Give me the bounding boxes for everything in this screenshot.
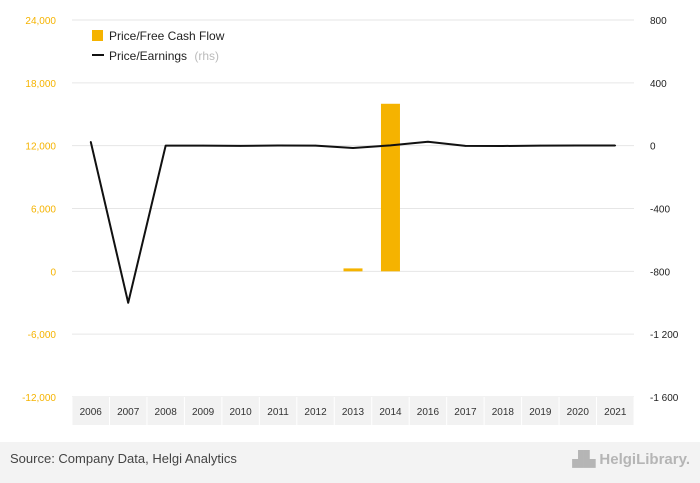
- left-tick-label: 24,000: [25, 16, 56, 27]
- x-tick-label: 2020: [567, 407, 590, 418]
- left-tick-label: -6,000: [28, 330, 57, 341]
- pe-point-2020: [577, 144, 579, 147]
- x-tick-label: 2009: [192, 407, 215, 418]
- legend-label-pe-name: Price/Earnings: [109, 49, 187, 63]
- source-note: Source: Company Data, Helgi Analytics: [10, 451, 237, 466]
- right-tick-label: 0: [650, 142, 656, 153]
- x-tick-label: 2018: [492, 407, 515, 418]
- pe-point-2012: [314, 144, 317, 147]
- pe-point-2006: [89, 140, 92, 143]
- left-axis: 24,000 18,000 12,000 6,000 0 -6,000 -12,000: [22, 16, 56, 404]
- pe-point-2019: [539, 144, 542, 147]
- line-series: [89, 140, 617, 304]
- gridlines: [72, 19, 634, 398]
- pe-point-2013: [352, 147, 354, 149]
- pe-point-2016: [427, 140, 429, 143]
- x-tick-label: 2006: [80, 407, 103, 418]
- right-tick-label: -1 600: [650, 393, 679, 404]
- legend-label-pe-suffix: (rhs): [194, 49, 219, 63]
- brand-name: HelgiLibrary.: [599, 451, 690, 468]
- right-tick-label: 800: [650, 16, 667, 27]
- x-tick-label: 2017: [454, 407, 477, 418]
- pe-point-2018: [502, 145, 504, 147]
- pe-point-2007: [127, 301, 129, 304]
- pe-point-2017: [464, 145, 467, 147]
- library-icon: ▟▙: [572, 451, 596, 468]
- x-axis-band: [72, 397, 634, 425]
- x-axis: 2006 2007 2008 2009 2010 2011 2012 2013 2014 2016…: [71, 397, 635, 425]
- bar-2014: [380, 103, 400, 272]
- pe-point-2011: [277, 144, 279, 147]
- pe-point-2014: [389, 144, 392, 147]
- legend-label-fcf: Price/Free Cash Flow: [109, 29, 225, 43]
- legend-swatch-fcf: [92, 30, 103, 41]
- left-tick-label: 18,000: [25, 79, 56, 90]
- bar-series: [343, 103, 400, 272]
- pe-point-2009: [202, 144, 204, 147]
- right-axis: 800 400 0 -400 -800 -1 200 -1 600: [650, 16, 679, 404]
- right-tick-label: -1 200: [650, 330, 679, 341]
- right-tick-label: -400: [650, 205, 670, 216]
- left-tick-label: 6,000: [31, 205, 56, 216]
- chart: 24,000 18,000 12,000 6,000 0 -6,000 -12,000 80…: [22, 16, 679, 425]
- x-tick-label: 2019: [529, 407, 552, 418]
- right-tick-label: -800: [650, 267, 670, 278]
- x-tick-label: 2011: [267, 407, 289, 418]
- bar-2013: [343, 268, 363, 272]
- left-tick-label: -12,000: [22, 393, 56, 404]
- left-tick-label: 0: [50, 267, 56, 278]
- pe-point-2010: [239, 145, 242, 147]
- x-tick-label: 2007: [117, 407, 140, 418]
- footer: Source: Company Data, Helgi Analytics ▟▙…: [0, 442, 700, 483]
- left-tick-label: 12,000: [25, 142, 56, 153]
- brand-logo: ▟▙ HelgiLibrary.: [572, 450, 690, 468]
- pe-point-2021: [614, 144, 617, 147]
- x-tick-label: 2014: [379, 407, 402, 418]
- x-tick-label: 2013: [342, 407, 365, 418]
- x-tick-label: 2012: [304, 407, 327, 418]
- x-tick-label: 2010: [229, 407, 252, 418]
- pe-point-2008: [164, 144, 167, 147]
- x-tick-label: 2008: [155, 407, 178, 418]
- pe-line: [89, 140, 616, 304]
- legend: Price/Free Cash Flow Price/Earnings (rhs…: [92, 29, 225, 63]
- x-tick-label: 2021: [604, 407, 627, 418]
- legend-label-pe: Price/Earnings (rhs): [109, 49, 219, 63]
- right-tick-label: 400: [650, 79, 667, 90]
- x-tick-label: 2016: [417, 407, 440, 418]
